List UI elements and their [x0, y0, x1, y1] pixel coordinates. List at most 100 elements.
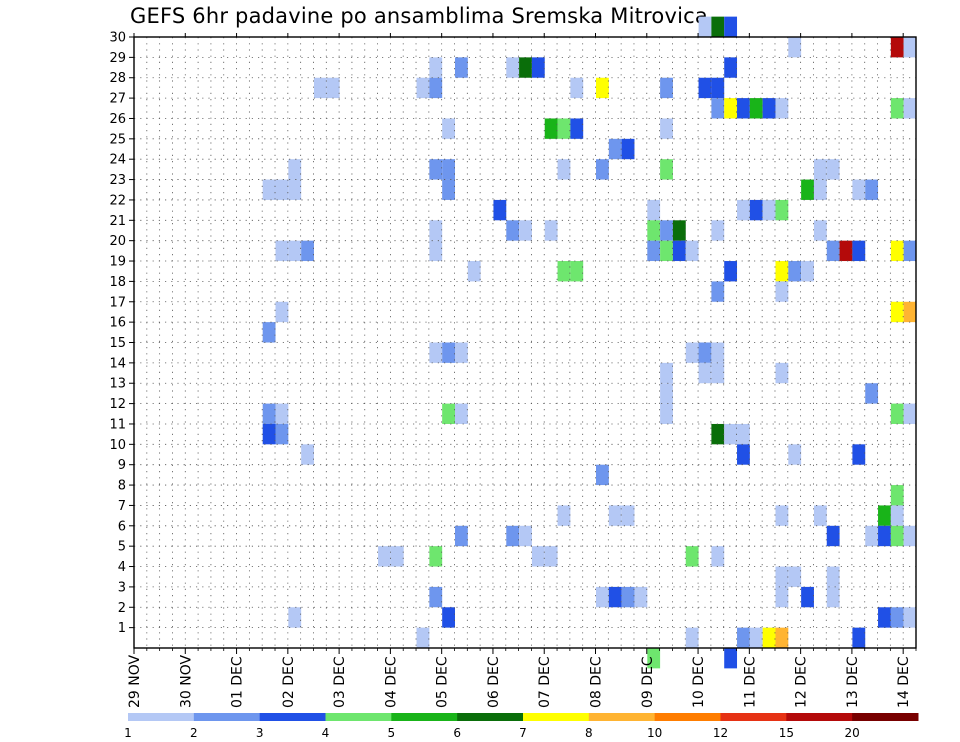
data-cell — [557, 159, 571, 180]
legend-label: 20 — [845, 726, 860, 740]
data-cell — [570, 77, 584, 99]
data-cell — [493, 199, 507, 221]
data-cell — [429, 342, 443, 363]
data-cell — [788, 261, 802, 282]
data-cell — [724, 57, 738, 78]
data-cell — [262, 322, 276, 343]
data-cell — [890, 37, 904, 58]
x-tick-label: 06 DEC — [486, 656, 502, 708]
data-cell — [903, 607, 917, 628]
data-cell — [313, 77, 327, 99]
y-axis: 1234567891011121314151617181920212223242… — [109, 31, 134, 636]
x-tick-label: 01 DEC — [230, 656, 246, 708]
data-cell — [801, 586, 814, 608]
data-cell — [762, 627, 776, 648]
legend-label: 8 — [585, 726, 593, 740]
cells-layer — [262, 16, 917, 669]
legend-swatch — [720, 713, 787, 721]
data-cell — [698, 362, 712, 384]
data-cell — [454, 342, 468, 363]
legend-swatch — [786, 713, 853, 721]
data-cell — [775, 505, 789, 526]
y-tick-label: 8 — [118, 479, 126, 494]
data-cell — [442, 118, 455, 139]
data-cell — [557, 118, 571, 139]
y-tick-label: 13 — [109, 377, 126, 392]
data-cell — [660, 383, 673, 404]
y-tick-label: 23 — [109, 173, 126, 188]
data-cell — [660, 240, 673, 262]
y-tick-label: 30 — [109, 31, 126, 46]
data-cell — [596, 586, 609, 608]
legend-swatch — [325, 713, 392, 721]
y-tick-label: 24 — [109, 153, 126, 168]
y-tick-label: 6 — [118, 519, 126, 534]
data-cell — [262, 403, 276, 424]
data-cell — [506, 525, 520, 547]
data-cell — [711, 342, 725, 363]
data-cell — [262, 423, 276, 445]
y-tick-label: 21 — [109, 214, 126, 229]
legend-swatch — [128, 713, 195, 721]
grid-layer — [134, 36, 916, 648]
data-cell — [544, 118, 558, 139]
x-tick-label: 03 DEC — [332, 656, 348, 708]
data-cell — [570, 118, 584, 139]
y-tick-label: 4 — [118, 560, 126, 575]
data-cell — [608, 138, 622, 160]
data-cell — [416, 77, 430, 99]
data-cell — [865, 383, 879, 404]
data-cell — [416, 627, 430, 648]
data-cell — [852, 240, 866, 262]
data-cell — [711, 546, 725, 567]
x-tick-label: 10 DEC — [691, 656, 707, 708]
x-tick-label: 12 DEC — [794, 656, 810, 708]
y-tick-label: 27 — [109, 92, 126, 107]
data-cell — [519, 57, 532, 78]
x-tick-label: 11 DEC — [742, 656, 758, 708]
data-cell — [903, 37, 917, 58]
y-tick-label: 5 — [118, 540, 126, 555]
data-cell — [672, 240, 686, 262]
data-cell — [326, 77, 340, 99]
data-cell — [762, 199, 776, 221]
data-cell — [454, 403, 468, 424]
data-cell — [890, 98, 904, 119]
legend-label: 12 — [713, 726, 728, 740]
legend-label: 5 — [388, 726, 396, 740]
data-cell — [660, 403, 673, 424]
data-cell — [775, 362, 789, 384]
data-cell — [724, 423, 738, 445]
legend-label: 6 — [453, 726, 461, 740]
data-cell — [852, 627, 866, 648]
y-tick-label: 2 — [118, 601, 126, 616]
data-cell — [737, 98, 750, 119]
data-cell — [890, 505, 904, 526]
data-cell — [685, 240, 699, 262]
data-cell — [454, 57, 468, 78]
data-cell — [813, 159, 827, 180]
data-cell — [301, 444, 314, 465]
data-cell — [724, 98, 738, 119]
data-cell — [788, 37, 802, 58]
data-cell — [711, 98, 725, 119]
data-cell — [711, 77, 725, 99]
data-cell — [660, 159, 673, 180]
x-tick-label: 29 NOV — [127, 654, 143, 708]
data-cell — [685, 546, 699, 567]
data-cell — [724, 16, 738, 37]
legend: 1 2 3 4 5 6 7 8 10 12 15 20 — [124, 713, 919, 740]
data-cell — [775, 566, 789, 587]
data-cell — [724, 261, 738, 282]
y-tick-label: 3 — [118, 580, 126, 595]
data-cell — [826, 240, 840, 262]
data-cell — [442, 179, 455, 200]
y-tick-label: 7 — [118, 499, 126, 514]
data-cell — [711, 220, 725, 241]
data-cell — [813, 220, 827, 241]
data-cell — [557, 261, 571, 282]
legend-swatch — [523, 713, 590, 721]
data-cell — [724, 648, 738, 669]
data-cell — [429, 220, 443, 241]
